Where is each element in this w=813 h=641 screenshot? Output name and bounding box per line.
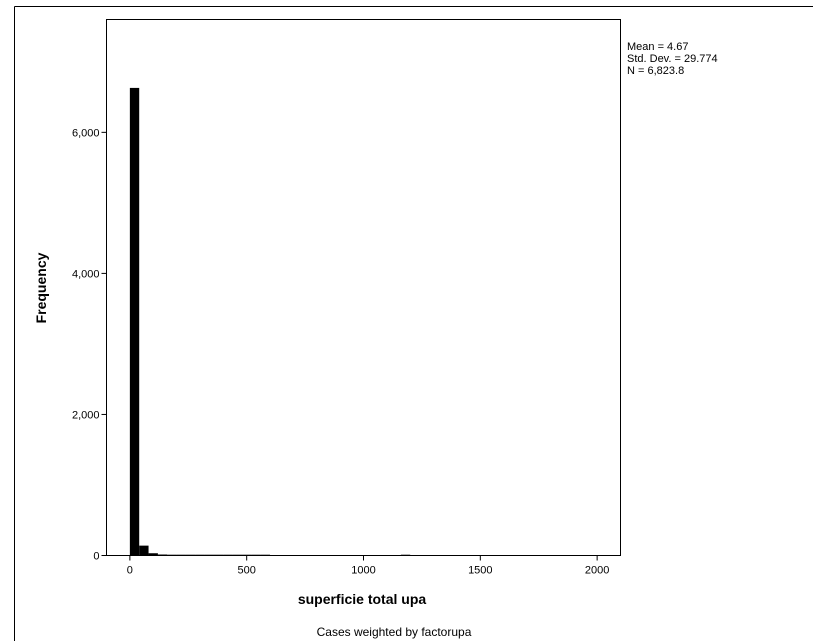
x-axis: 0 500 1000 1500 2000 — [127, 555, 609, 577]
histogram-bar — [242, 554, 252, 556]
histogram-bar — [204, 554, 214, 556]
histogram-bar — [176, 554, 186, 556]
y-tick-label: 0 — [93, 551, 99, 563]
histogram-bar — [213, 554, 224, 556]
y-tick-label: 4,000 — [72, 268, 100, 280]
histogram-bar — [139, 545, 149, 556]
histogram-bars — [129, 87, 411, 556]
histogram-bar — [129, 87, 140, 556]
histogram-bar — [232, 554, 243, 556]
y-tick-label: 6,000 — [72, 127, 100, 139]
histogram-bar — [167, 554, 177, 556]
x-tick-label: 1500 — [468, 565, 492, 577]
histogram-bar — [148, 553, 158, 556]
y-tick-label: 2,000 — [72, 409, 100, 421]
histogram-bar — [400, 554, 411, 556]
plot-area — [106, 19, 621, 556]
weight-footnote: Cases weighted by factorupa — [317, 625, 472, 639]
histogram-bar — [260, 554, 271, 556]
histogram-bar — [223, 554, 233, 556]
stat-n: N = 6,823.8 — [627, 65, 684, 77]
x-tick-label: 0 — [127, 565, 133, 577]
x-axis-title: superficie total upa — [298, 591, 427, 607]
y-axis-title: Frequency — [33, 252, 49, 323]
x-tick-label: 500 — [238, 565, 256, 577]
x-tick-label: 1000 — [351, 565, 375, 577]
y-axis: 0 2,000 4,000 6,000 — [72, 127, 107, 563]
histogram-bar — [185, 554, 196, 556]
stat-std-dev: Std. Dev. = 29.774 — [627, 53, 718, 65]
histogram-bar — [195, 554, 205, 556]
x-tick-label: 2000 — [585, 565, 609, 577]
stat-mean: Mean = 4.67 — [627, 41, 688, 53]
histogram-bar — [251, 554, 261, 556]
histogram-bar — [157, 554, 168, 556]
